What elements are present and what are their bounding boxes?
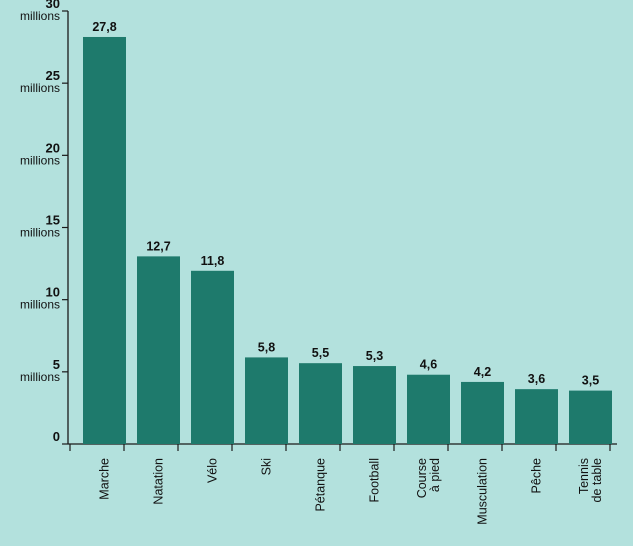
- chart-axes: 05millions10millions15millions20millions…: [20, 0, 617, 451]
- category-label-line: Course: [415, 458, 429, 498]
- bar-value-label: 3,5: [582, 374, 599, 388]
- category-label: Ski: [260, 458, 274, 475]
- bar-value-label: 12,7: [146, 239, 170, 253]
- bar: [83, 36, 126, 444]
- y-tick-unit: millions: [20, 298, 60, 312]
- category-label-line: Ski: [260, 458, 274, 475]
- bar-value-label: 5,3: [366, 349, 383, 363]
- category-label: Tennis de table: [577, 458, 604, 503]
- y-tick-label: 15: [46, 213, 60, 228]
- y-tick-unit: millions: [20, 81, 60, 95]
- category-label: Course à pied: [415, 458, 442, 498]
- bar: [245, 357, 288, 444]
- bar-value-label: 5,8: [258, 340, 275, 354]
- chart-category-labels: Marche Natation Vélo Ski Pétanque Football Cou…: [98, 458, 605, 525]
- chart-bars: [83, 36, 612, 444]
- bar-value-label: 3,6: [528, 372, 545, 386]
- y-tick-label: 20: [46, 140, 60, 155]
- bar: [191, 270, 234, 444]
- category-label-line: Pétanque: [314, 458, 328, 512]
- category-label: Marche: [98, 458, 112, 500]
- bar-value-label: 11,8: [201, 254, 225, 268]
- category-label: Natation: [152, 458, 166, 505]
- bar: [515, 389, 558, 444]
- category-label-line: Musculation: [476, 458, 490, 525]
- category-label: Vélo: [206, 458, 220, 483]
- bar-value-label: 5,5: [312, 346, 329, 360]
- bar: [461, 381, 504, 444]
- y-tick-label: 10: [46, 285, 60, 300]
- y-tick-unit: millions: [20, 370, 60, 384]
- bar: [137, 256, 180, 444]
- category-label: Pêche: [530, 458, 544, 493]
- category-label-line: Vélo: [206, 458, 220, 483]
- y-tick-label: 25: [46, 68, 60, 83]
- category-label: Football: [368, 458, 382, 502]
- y-tick-label: 30: [46, 0, 60, 11]
- y-tick-unit: millions: [20, 9, 60, 23]
- y-tick-unit: millions: [20, 226, 60, 240]
- category-label-line: Tennis: [577, 458, 591, 494]
- category-label-line: Football: [368, 458, 382, 502]
- bar: [569, 390, 612, 444]
- bar: [407, 374, 450, 444]
- category-label-line: à pied: [428, 458, 442, 492]
- category-label: Musculation: [476, 458, 490, 525]
- bar-value-label: 4,2: [474, 365, 491, 379]
- bar-value-label: 27,8: [92, 20, 116, 34]
- bar: [299, 363, 342, 444]
- chart-data-labels: 27,8 12,7 11,8 5,8 5,5 5,3 4,6 4,2 3,6 3,5: [92, 20, 599, 388]
- category-label-line: Natation: [152, 458, 166, 505]
- bar: [353, 366, 396, 444]
- y-tick-unit: millions: [20, 153, 60, 167]
- category-label-line: de table: [590, 458, 604, 503]
- category-label-line: Pêche: [530, 458, 544, 493]
- bar-value-label: 4,6: [420, 358, 437, 372]
- y-tick-label: 0: [53, 429, 60, 444]
- y-tick-label: 5: [53, 357, 60, 372]
- category-label: Pétanque: [314, 458, 328, 512]
- category-label-line: Marche: [98, 458, 112, 500]
